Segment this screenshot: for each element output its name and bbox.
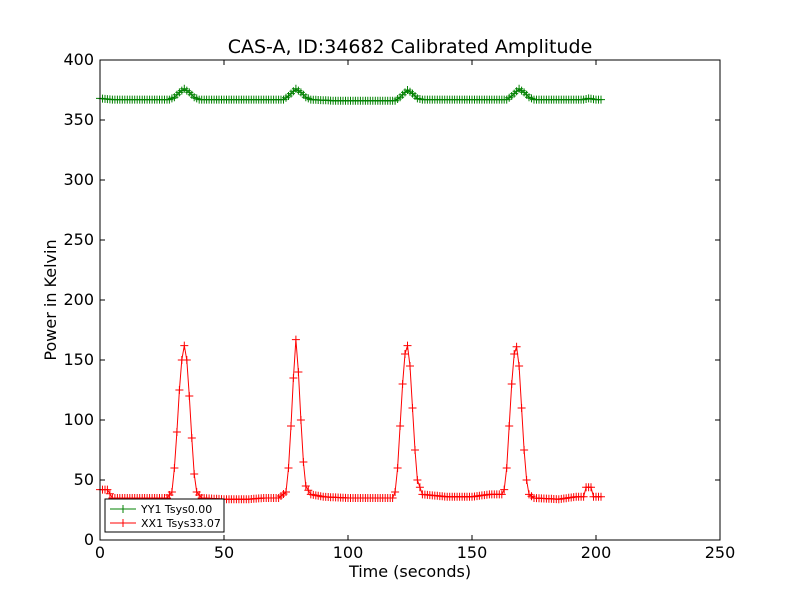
data-point	[187, 434, 196, 442]
x-axis: 0 50 100 150 200 250	[95, 60, 735, 562]
data-point	[388, 494, 397, 502]
legend-box	[104, 498, 225, 533]
data-point	[301, 482, 310, 490]
data-point	[401, 350, 409, 358]
data-point	[505, 422, 514, 430]
data-point	[185, 392, 194, 400]
data-point	[403, 341, 412, 350]
y-tick-label: 400	[63, 50, 94, 69]
data-point	[512, 342, 521, 351]
data-point	[520, 446, 529, 454]
data-point	[105, 489, 114, 498]
x-tick-label: 150	[457, 543, 488, 562]
data-point	[167, 488, 176, 496]
y-axis-title: Power in Kelvin	[41, 239, 60, 360]
data-point	[182, 356, 191, 364]
data-point	[291, 335, 300, 344]
data-point	[411, 446, 419, 454]
legend-marker	[119, 519, 127, 527]
y-tick-label: 50	[74, 470, 94, 489]
data-point	[296, 416, 305, 424]
y-tick-label: 0	[84, 530, 94, 549]
data-point	[396, 422, 405, 430]
data-point	[180, 341, 189, 350]
data-point	[172, 428, 181, 436]
series-1	[96, 84, 605, 105]
legend-label: XX1 Tsys33.07	[141, 517, 221, 530]
series-layer	[96, 84, 605, 504]
data-point	[500, 485, 509, 494]
chart-title: CAS-A, ID:34682 Calibrated Amplitude	[228, 36, 593, 58]
data-point	[515, 362, 524, 370]
legend-marker	[119, 505, 127, 513]
series-line	[100, 339, 601, 500]
data-point	[393, 464, 402, 472]
data-point	[398, 380, 407, 388]
data-point	[406, 362, 414, 370]
data-point	[103, 485, 112, 494]
data-point	[408, 404, 417, 412]
data-point	[175, 386, 184, 394]
data-point	[304, 486, 313, 495]
data-point	[597, 95, 605, 104]
x-axis-title: Time (seconds)	[348, 562, 471, 581]
data-point	[299, 458, 308, 466]
data-point	[497, 490, 506, 499]
x-tick-label: 50	[214, 543, 234, 562]
y-axis: 0 50 100 150 200 250 300 350 400	[63, 50, 720, 549]
data-point	[190, 470, 199, 478]
x-tick-label: 0	[95, 543, 105, 562]
data-point	[517, 404, 526, 412]
data-point	[522, 476, 531, 484]
data-point	[597, 492, 605, 501]
y-tick-label: 200	[63, 290, 94, 309]
data-point	[413, 476, 422, 484]
y-tick-label: 150	[63, 350, 94, 369]
x-tick-label: 100	[333, 543, 364, 562]
data-point	[289, 374, 298, 382]
x-tick-label: 200	[581, 543, 612, 562]
y-tick-label: 350	[63, 110, 94, 129]
plot-frame	[99, 59, 721, 541]
data-point	[510, 350, 519, 358]
data-point	[282, 488, 290, 496]
data-point	[507, 380, 516, 388]
data-point	[170, 464, 179, 472]
data-point	[284, 464, 293, 472]
y-tick-label: 300	[63, 170, 94, 189]
data-point	[287, 422, 295, 430]
y-tick-label: 250	[63, 230, 94, 249]
data-point	[587, 483, 595, 492]
data-point	[294, 368, 303, 376]
y-tick-label: 100	[63, 410, 94, 429]
x-tick-label: 250	[705, 543, 736, 562]
data-point	[579, 492, 588, 501]
data-point	[391, 488, 400, 496]
data-point	[502, 464, 511, 472]
data-point	[415, 483, 424, 492]
series-2	[96, 335, 605, 504]
legend-label: YY1 Tsys0.00	[140, 503, 212, 516]
